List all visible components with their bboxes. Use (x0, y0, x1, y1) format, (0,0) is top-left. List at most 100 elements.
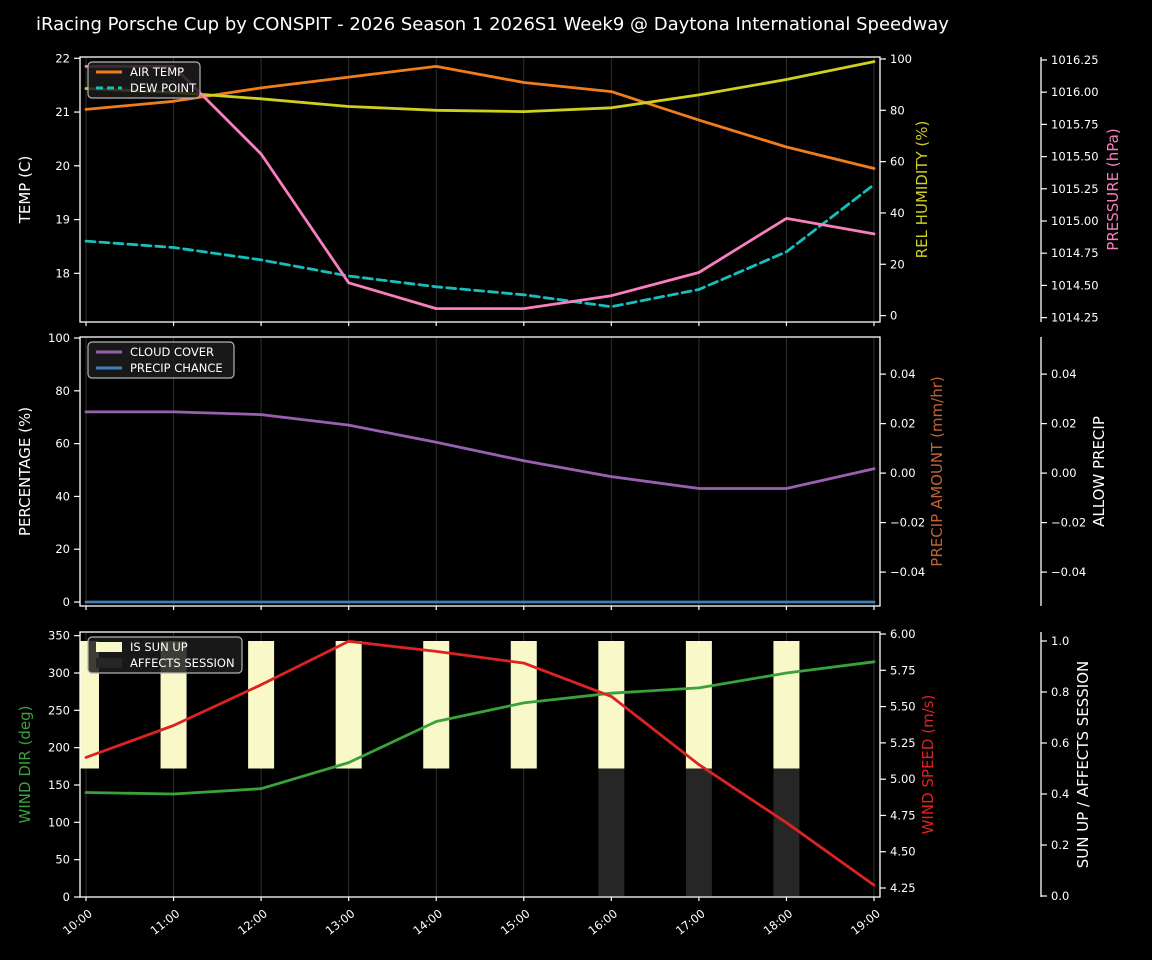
legend-label: AIR TEMP (130, 65, 184, 79)
left-tick-label: 40 (55, 489, 70, 503)
outer-tick-label: 1015.50 (1051, 150, 1099, 164)
bar-is-sun-up (423, 641, 450, 769)
left-tick-label: 60 (55, 437, 70, 451)
right-outer-axis-label: ALLOW PRECIP (1090, 416, 1108, 527)
x-tick-label: 18:00 (761, 906, 796, 937)
plot-border (79, 56, 881, 323)
outer-tick-label: 1016.00 (1051, 85, 1099, 99)
right-tick-label: 5.00 (890, 772, 916, 786)
bar-affects-session (685, 768, 712, 897)
legend-box (87, 636, 243, 674)
outer-tick-label: −0.04 (1051, 565, 1086, 579)
legend-swatch-affects-session (96, 658, 122, 668)
bar-is-sun-up (773, 641, 800, 769)
left-tick-label: 250 (48, 703, 70, 717)
x-tick-label: 19:00 (848, 906, 883, 937)
right-tick-label: 4.25 (890, 881, 916, 895)
outer-tick-label: 0.00 (1051, 466, 1077, 480)
outer-tick-label: 1014.25 (1051, 311, 1099, 325)
right-tick-label: 5.25 (890, 736, 916, 750)
left-tick-label: 100 (48, 331, 70, 345)
left-tick-label: 150 (48, 778, 70, 792)
right-inner-axis-label: REL HUMIDITY (%) (913, 121, 931, 259)
legend-label: CLOUD COVER (130, 345, 214, 359)
outer-tick-label: 1015.75 (1051, 117, 1099, 131)
outer-tick-label: 1.0 (1051, 634, 1069, 648)
bar-is-sun-up (685, 641, 712, 769)
series-air-temp (84, 65, 876, 170)
x-tick-label: 10:00 (60, 906, 95, 937)
right-tick-label: 60 (890, 155, 905, 169)
left-tick-label: 0 (63, 595, 70, 609)
x-tick-label: 16:00 (585, 906, 620, 937)
panel-wind-sun: 350 300 250 200 150 100 50 0 6.00 5.75 5.50 5.25 5.0… (16, 627, 1092, 904)
right-tick-label: 100 (890, 52, 912, 66)
left-tick-label: 20 (55, 159, 70, 173)
left-tick-label: 350 (48, 629, 70, 643)
panel-cloud-precip: 100 80 60 40 20 0 0.04 0.02 0.00 −0.02 −0.04 0.04 0.… (16, 331, 1108, 610)
x-tick-label: 17:00 (673, 906, 708, 937)
series-wind-speed (84, 639, 876, 887)
left-tick-label: 100 (48, 815, 70, 829)
right-tick-label: 5.50 (890, 700, 916, 714)
right-tick-label: 40 (890, 206, 905, 220)
left-tick-label: 200 (48, 741, 70, 755)
plot-border (79, 336, 881, 607)
legend-label: IS SUN UP (130, 640, 188, 654)
right-outer-axis-label: PRESSURE (hPa) (1104, 128, 1122, 250)
right-tick-label: 0 (890, 309, 897, 323)
right-tick-label: −0.04 (890, 565, 925, 579)
outer-tick-label: 1016.25 (1051, 53, 1099, 67)
left-tick-label: 300 (48, 666, 70, 680)
legend-label: PRECIP CHANCE (130, 361, 223, 375)
outer-tick-label: 1014.50 (1051, 278, 1099, 292)
right-inner-axis-label: PRECIP AMOUNT (mm/hr) (928, 376, 946, 566)
legend: IS SUN UP AFFECTS SESSION (87, 636, 243, 674)
left-axis-label: PERCENTAGE (%) (16, 407, 34, 536)
right-tick-label: 0.00 (890, 466, 916, 480)
legend: CLOUD COVER PRECIP CHANCE (87, 341, 235, 379)
series-pressure (84, 65, 876, 311)
x-tick-label: 12:00 (235, 906, 270, 937)
right-tick-label: 4.50 (890, 845, 916, 859)
x-tick-label: 13:00 (323, 906, 358, 937)
series-dew-point (84, 183, 876, 309)
outer-tick-label: 0.8 (1051, 685, 1069, 699)
legend-swatch-is-sun-up (96, 642, 122, 652)
series-cloud-cover (84, 410, 876, 490)
right-tick-label: 0.04 (890, 367, 916, 381)
outer-tick-label: 0.4 (1051, 787, 1069, 801)
outer-tick-label: 0.2 (1051, 838, 1069, 852)
right-tick-label: 6.00 (890, 627, 916, 641)
left-axis-label: TEMP (C) (16, 156, 34, 225)
bar-affects-session (773, 768, 800, 897)
right-tick-label: 5.75 (890, 663, 916, 677)
left-axis-label: WIND DIR (deg) (16, 706, 34, 824)
panel-temperature-humidity-pressure: 22 21 20 19 18 100 80 60 40 20 0 1016.25 1016.00 1015… (16, 51, 1122, 326)
legend: AIR TEMP DEW POINT (87, 61, 201, 99)
outer-tick-label: 0.6 (1051, 736, 1069, 750)
x-tick-label: 11:00 (148, 906, 183, 937)
outer-tick-label: 1015.00 (1051, 214, 1099, 228)
series-rel-humidity (84, 60, 876, 113)
left-tick-label: 20 (55, 542, 70, 556)
left-tick-label: 19 (55, 213, 70, 227)
outer-tick-label: −0.02 (1051, 516, 1086, 530)
bar-is-sun-up (335, 641, 362, 769)
outer-tick-label: 0.0 (1051, 889, 1069, 903)
series-wind-dir (84, 660, 876, 796)
right-tick-label: 80 (890, 103, 905, 117)
left-tick-label: 21 (55, 105, 70, 119)
bar-is-sun-up (248, 641, 275, 769)
outer-tick-label: 1014.75 (1051, 246, 1099, 260)
left-tick-label: 80 (55, 384, 70, 398)
x-tick-label: 14:00 (410, 906, 445, 937)
right-tick-label: 0.02 (890, 417, 916, 431)
outer-tick-label: 1015.25 (1051, 182, 1099, 196)
chart-title: iRacing Porsche Cup by CONSPIT - 2026 Se… (36, 14, 949, 35)
legend-box (87, 341, 235, 379)
left-tick-label: 0 (63, 890, 70, 904)
right-outer-axis-label: SUN UP / AFFECTS SESSION (1074, 661, 1092, 869)
